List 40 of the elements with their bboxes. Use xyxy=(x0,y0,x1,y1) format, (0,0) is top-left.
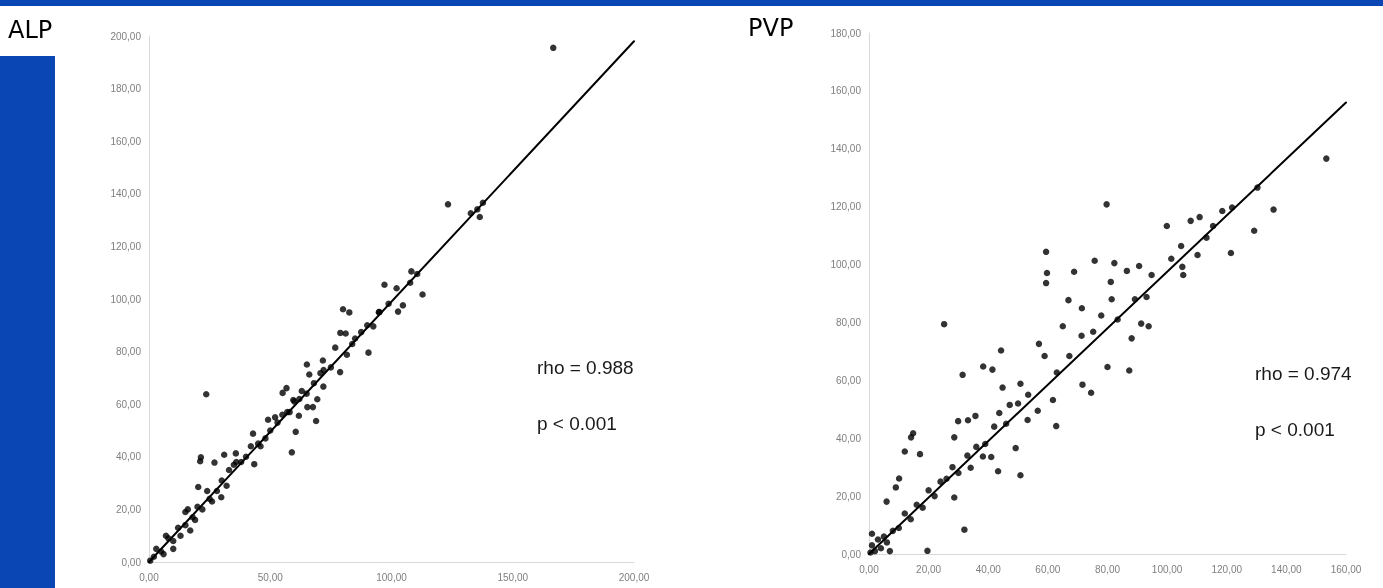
x-tick-label: 20,00 xyxy=(916,563,942,575)
x-tick-label: 160,00 xyxy=(1330,563,1362,575)
x-tick-label: 40,00 xyxy=(975,563,1002,575)
y-tick-label: 100,00 xyxy=(110,293,142,305)
x-tick-label: 50,00 xyxy=(257,571,284,583)
y-tick-label: 80,00 xyxy=(115,346,142,358)
x-tick-label: 0,00 xyxy=(139,571,160,583)
x-tick-label: 120,00 xyxy=(1211,563,1243,575)
x-tick-label: 140,00 xyxy=(1271,563,1303,575)
y-tick-label: 20,00 xyxy=(115,503,142,515)
y-tick-label: 0,00 xyxy=(841,548,862,560)
annotation: rho = 0.988 xyxy=(537,357,634,378)
x-tick-label: 150,00 xyxy=(497,571,529,583)
y-tick-label: 120,00 xyxy=(110,240,142,252)
y-tick-label: 40,00 xyxy=(115,451,142,463)
chart-title: ALP xyxy=(8,16,53,44)
y-tick-label: 140,00 xyxy=(830,143,862,155)
y-tick-label: 60,00 xyxy=(115,398,142,410)
y-tick-label: 180,00 xyxy=(110,83,142,95)
y-tick-label: 120,00 xyxy=(830,201,862,213)
x-tick-label: 100,00 xyxy=(1151,563,1183,575)
y-tick-label: 140,00 xyxy=(110,188,142,200)
y-tick-label: 160,00 xyxy=(830,85,862,97)
y-tick-label: 180,00 xyxy=(830,27,862,39)
y-tick-label: 100,00 xyxy=(830,259,862,271)
y-tick-label: 80,00 xyxy=(835,316,862,328)
y-tick-label: 160,00 xyxy=(110,135,142,147)
y-tick-label: 60,00 xyxy=(835,374,862,386)
y-tick-label: 40,00 xyxy=(835,432,862,444)
annotation: p < 0.001 xyxy=(1255,419,1335,440)
x-tick-label: 0,00 xyxy=(859,563,880,575)
x-tick-label: 60,00 xyxy=(1035,563,1061,575)
y-tick-label: 20,00 xyxy=(835,490,862,502)
annotation: p < 0.001 xyxy=(537,413,617,434)
y-tick-label: 200,00 xyxy=(110,30,142,42)
x-tick-label: 100,00 xyxy=(376,571,408,583)
x-tick-label: 80,00 xyxy=(1094,563,1121,575)
x-tick-label: 200,00 xyxy=(618,571,650,583)
chart-title: PVP xyxy=(748,14,794,42)
annotation: rho = 0.974 xyxy=(1255,363,1353,384)
